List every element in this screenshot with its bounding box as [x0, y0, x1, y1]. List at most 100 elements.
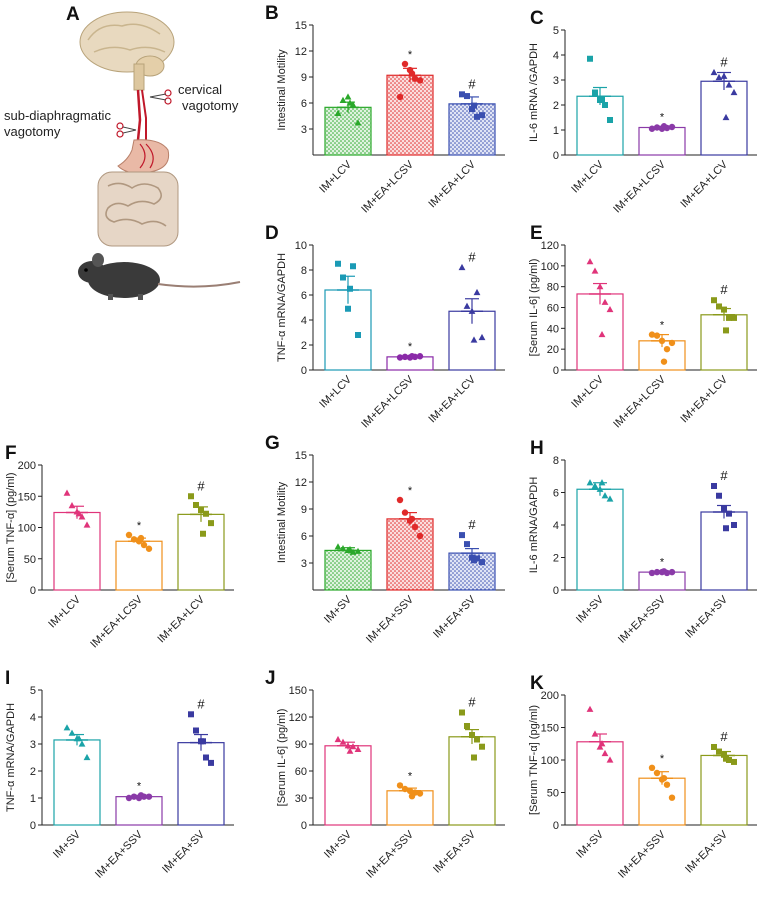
vagus-nerve [136, 89, 142, 141]
data-point [83, 521, 91, 528]
data-point [339, 545, 347, 552]
bar [700, 754, 748, 826]
data-point [720, 72, 728, 79]
data-point [401, 785, 409, 793]
stomach-illustration [117, 139, 170, 174]
y-tick-label: 90 [295, 739, 307, 751]
x-tick-label: IM+EA+SV [160, 828, 207, 875]
chart-panel-e: E 0 20 40 60 80 100 120[Serum IL-6] (pg/ml) IM+L… [528, 223, 757, 431]
data-point [75, 735, 83, 742]
data-point [711, 744, 717, 750]
data-point [479, 559, 485, 566]
y-axis-label: Intestinal Motility [276, 49, 288, 131]
data-point [479, 743, 485, 750]
data-point [586, 258, 594, 265]
data-point [198, 507, 204, 513]
y-tick-label: 50 [24, 554, 36, 566]
x-tick-label: IM+EA+SV [431, 593, 478, 640]
y-tick-label: 5 [553, 25, 559, 37]
data-point [68, 729, 76, 736]
data-point [710, 68, 718, 76]
bar [576, 293, 624, 371]
data-point [349, 101, 357, 108]
x-tick-label: IM+EA+LCSV [611, 158, 668, 215]
data-point [648, 125, 656, 132]
data-point [658, 337, 666, 345]
chart-panel-c: C 0 1 2 3 4 5 IL-6 mRNA /GAPDH IM+LCV * IM+EA+LCSV… [528, 8, 757, 216]
data-point [401, 353, 409, 361]
data-point [470, 336, 478, 343]
data-point [653, 124, 661, 131]
x-tick-label: IM+LCV [569, 158, 606, 195]
y-tick-label: 0 [553, 585, 559, 597]
panel-label: C [530, 8, 544, 29]
x-tick-label: IM+EA+SSV [364, 593, 417, 646]
y-tick-label: 150 [289, 685, 307, 697]
y-tick-label: 6 [301, 290, 307, 302]
panel-label: F [5, 443, 17, 464]
y-tick-label: 8 [553, 455, 559, 467]
scissors-icon [116, 89, 172, 138]
data-point [200, 530, 206, 537]
significance-marker: * [137, 520, 142, 532]
significance-marker: # [468, 695, 476, 710]
data-point [208, 520, 214, 527]
bar [177, 513, 225, 591]
data-point [335, 260, 341, 267]
significance-marker: # [468, 250, 476, 265]
data-point [471, 557, 477, 564]
y-tick-label: 200 [541, 690, 559, 702]
bar [324, 106, 372, 156]
data-point [464, 93, 470, 100]
data-point [408, 353, 416, 360]
data-point [668, 794, 676, 801]
data-point [125, 794, 133, 802]
data-point [416, 790, 424, 797]
significance-marker: # [197, 696, 205, 711]
y-tick-label: 2 [301, 340, 307, 352]
data-point [401, 509, 409, 516]
data-point [458, 263, 466, 271]
data-point [145, 545, 153, 552]
data-point [334, 735, 342, 743]
significance-marker: * [660, 753, 665, 765]
bar [448, 736, 496, 826]
y-tick-label: 12 [295, 477, 307, 489]
y-tick-label: 0 [553, 820, 559, 832]
data-point [596, 485, 604, 492]
data-point [596, 283, 604, 290]
data-point [473, 288, 481, 296]
data-point [660, 568, 668, 575]
data-point [598, 330, 606, 338]
y-tick-label: 200 [18, 460, 36, 472]
data-point [137, 792, 145, 799]
data-point [334, 543, 342, 550]
y-tick-label: 3 [301, 558, 307, 570]
y-tick-label: 2 [30, 766, 36, 778]
panel-label: D [265, 223, 279, 244]
data-point [716, 303, 722, 310]
data-point [354, 119, 362, 126]
subdiaphragmatic-vagotomy-label: sub-diaphragmatic vagotomy [4, 108, 111, 139]
data-point [648, 569, 656, 577]
data-point [208, 759, 214, 766]
data-point [78, 740, 86, 747]
x-tick-label: IM+EA+LCSV [359, 158, 416, 215]
data-point [711, 483, 717, 489]
x-tick-label: IM+LCV [569, 373, 606, 410]
data-point [137, 534, 145, 542]
data-point [663, 345, 671, 353]
data-point [653, 332, 661, 339]
data-point [339, 96, 347, 103]
bar [576, 741, 624, 826]
data-point [648, 331, 656, 338]
panel-a: A cervical vagotomy sub-diaphragmatic v [4, 4, 241, 300]
data-point [203, 510, 209, 517]
data-point [416, 532, 424, 540]
y-tick-label: 3 [301, 124, 307, 136]
bar [638, 777, 686, 826]
chart-panel-i: I 0 1 2 3 4 5 TNF-α mRNA/GAPDH IM+SV * IM+EA+SSV # I… [5, 668, 234, 881]
x-tick-label: IM+EA+LCSV [611, 373, 668, 430]
x-tick-label: IM+EA+SSV [364, 828, 417, 881]
y-tick-label: 1 [30, 793, 36, 805]
